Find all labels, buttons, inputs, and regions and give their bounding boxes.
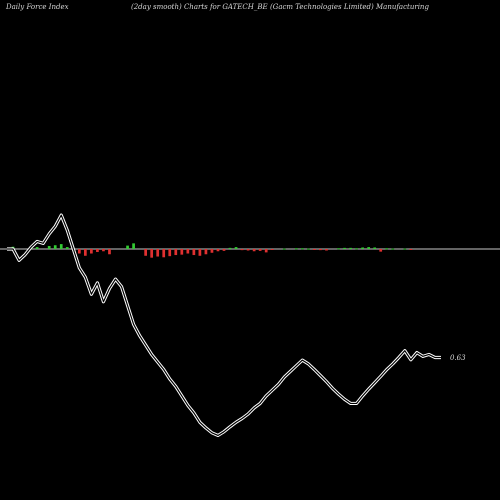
header-company-name: (Gacm Technologies Limited) Manufacturin… [270, 3, 429, 11]
force-bar [150, 249, 154, 258]
force-bar [355, 248, 358, 250]
force-bar [144, 249, 147, 256]
force-bar [228, 247, 232, 249]
force-bar [385, 248, 389, 250]
force-bar [168, 249, 172, 257]
force-bar [361, 247, 364, 249]
force-bar [325, 249, 328, 251]
force-bar [174, 249, 178, 256]
force-bar [270, 249, 274, 250]
force-bar [234, 247, 238, 249]
force-bar [301, 248, 304, 250]
force-bar [180, 249, 184, 255]
force-bar [35, 247, 39, 249]
force-bar [246, 249, 250, 251]
force-bar [294, 248, 298, 250]
force-bar [47, 245, 51, 249]
force-bar [84, 249, 87, 256]
force-bar [240, 249, 244, 251]
force-bar [379, 249, 383, 252]
force-bar [126, 245, 129, 249]
force-bar [313, 249, 316, 250]
force-bar [59, 244, 63, 249]
force-bar [403, 248, 407, 250]
force-bar [367, 247, 371, 249]
force-bar [204, 249, 208, 255]
force-bar [192, 249, 196, 256]
force-bar [349, 247, 352, 249]
force-bar [258, 249, 262, 251]
force-bar [162, 249, 166, 258]
force-bar [108, 249, 111, 255]
force-bar [96, 249, 99, 253]
force-bar [252, 249, 256, 252]
force-bar [65, 247, 69, 249]
force-bar [222, 249, 226, 251]
force-bar [90, 249, 93, 254]
force-bar [373, 247, 377, 249]
force-bar [216, 249, 220, 252]
force-bar [282, 248, 286, 250]
force-index-line [7, 214, 441, 437]
force-bar [343, 247, 346, 249]
force-bar [53, 245, 57, 249]
end-value-label: 0.63 [450, 354, 466, 362]
force-bar [198, 249, 202, 256]
header-chart-title: (2day smooth) Charts for GATECH_BE [131, 3, 268, 11]
header-indicator-label: Daily Force Index [6, 3, 69, 11]
force-bar [186, 249, 190, 254]
force-bar [156, 249, 160, 257]
force-bar [210, 249, 214, 253]
force-bar [391, 248, 395, 250]
force-bar [264, 249, 268, 253]
force-bar [77, 249, 81, 254]
force-bar [319, 249, 322, 251]
force-bar [337, 248, 340, 250]
force-bar [409, 249, 413, 250]
force-bar [132, 243, 135, 249]
force-bar [307, 248, 310, 250]
force-bar [102, 249, 105, 252]
